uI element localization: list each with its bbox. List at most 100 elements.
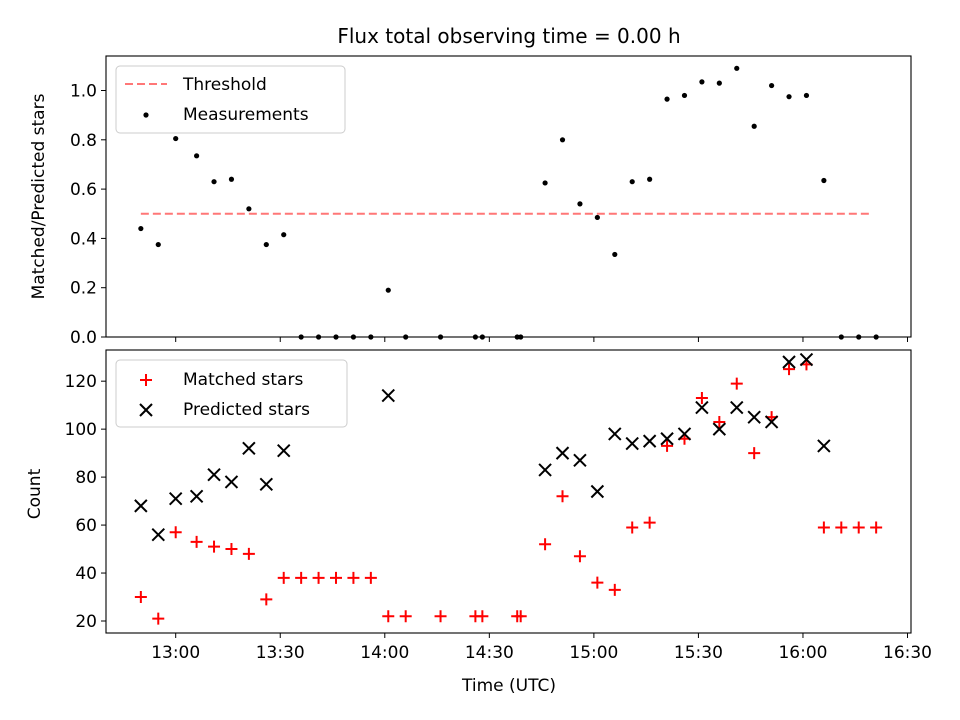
predicted-star-point: [259, 477, 274, 492]
measurement-point: [228, 176, 235, 182]
measurement-point: [594, 214, 600, 221]
bottom-axes-frame: [105, 349, 912, 634]
predicted-star-point: [134, 499, 148, 513]
top-axes-frame: [105, 55, 912, 338]
measurement-point: [647, 176, 653, 182]
matched-star-point: [556, 490, 569, 503]
measurement-point: [803, 92, 810, 99]
predicted-star-point: [730, 400, 744, 415]
bottom-y-ticks: 20 40 60 80 100 120: [65, 372, 106, 632]
bottom-x-ticks: 13:00 13:30 14:00 14:30 15:00 15:30 16:00 16:30: [151, 633, 932, 663]
matched-star-point: [539, 538, 552, 551]
predicted-star-point: [799, 352, 814, 367]
predicted-star-point: [782, 355, 796, 369]
y-tick-label: 0.4: [70, 229, 97, 249]
legend-measurements-swatch: [143, 112, 149, 118]
predicted-star-point: [538, 463, 552, 477]
predicted-star-point: [590, 484, 605, 499]
predicted-star-point: [277, 444, 291, 458]
predicted-star-point: [677, 427, 692, 441]
matched-star-point: [260, 593, 273, 606]
bottom-legend: Matched stars Predicted stars: [115, 359, 348, 428]
predicted-star-point: [660, 432, 674, 446]
chart-title: Flux total observing time = 0.00 h: [337, 24, 680, 48]
x-tick-label: 16:30: [883, 643, 932, 663]
predicted-star-point: [642, 434, 657, 448]
predicted-star-point: [625, 436, 639, 451]
measurement-point: [786, 94, 792, 100]
matched-star-point: [347, 571, 360, 584]
legend-matched-label: Matched stars: [183, 370, 303, 390]
matched-star-point: [626, 521, 639, 534]
matched-star-point: [817, 521, 830, 534]
predicted-star-point: [747, 410, 761, 424]
matched-star-point: [364, 571, 377, 584]
y-tick-label: 80: [75, 468, 97, 488]
predicted-star-point: [555, 446, 570, 460]
y-tick-label: 20: [75, 612, 97, 632]
predicted-star-point: [381, 388, 395, 403]
legend-matched-swatch: [140, 374, 152, 386]
matched-star-point: [852, 521, 865, 534]
legend-threshold-label: Threshold: [182, 75, 267, 95]
top-legend: Threshold Measurements: [115, 65, 346, 134]
y-tick-label: 60: [75, 516, 97, 536]
y-tick-label: 40: [75, 564, 97, 584]
predicted-star-point: [242, 441, 256, 456]
matched-star-point: [713, 415, 726, 428]
matched-star-point: [730, 377, 743, 390]
matched-star-point: [242, 547, 255, 560]
predicted-star-point: [817, 439, 831, 453]
matched-star-point: [591, 576, 604, 589]
measurement-point: [194, 153, 200, 159]
measurement-point: [138, 225, 144, 232]
predicted-star-point: [608, 427, 622, 441]
top-marks: [138, 65, 879, 340]
y-tick-label: 120: [65, 372, 97, 392]
x-axis-label: Time (UTC): [461, 676, 556, 696]
matched-star-point: [169, 526, 182, 539]
measurement-point: [751, 123, 757, 129]
matched-star-point: [695, 391, 708, 404]
y-tick-label: 1.0: [70, 82, 97, 102]
measurement-point: [173, 135, 179, 142]
legend-measurements-label: Measurements: [183, 105, 309, 125]
top-plot-area: 0.0 0.2 0.4 0.6 0.8 1.0: [70, 55, 912, 348]
measurement-point: [734, 65, 740, 71]
top-x-ticks: [175, 337, 909, 342]
predicted-star-point: [168, 491, 183, 506]
measurement-point: [577, 201, 583, 207]
matched-star-point: [382, 610, 395, 623]
y-tick-label: 0.0: [70, 328, 97, 348]
top-y-axis-label: Matched/Predicted stars: [29, 93, 49, 299]
x-tick-label: 16:00: [778, 643, 827, 663]
y-tick-label: 100: [65, 420, 97, 440]
predicted-star-point: [712, 422, 727, 436]
matched-star-point: [643, 516, 656, 529]
matched-star-point: [434, 610, 447, 623]
predicted-star-point: [573, 453, 587, 468]
matched-star-point: [208, 540, 221, 553]
matched-star-point: [190, 535, 203, 548]
bottom-plot-area: 20 40 60 80 100 120 13:00 13:30 14:00 14:30 15:00…: [65, 349, 932, 663]
matched-star-point: [573, 550, 586, 563]
legend-predicted-swatch: [139, 403, 153, 417]
x-tick-label: 14:00: [360, 643, 409, 663]
measurement-point: [664, 96, 670, 102]
matched-star-point: [330, 571, 342, 584]
legend-predicted-label: Predicted stars: [183, 400, 310, 420]
matched-star-point: [661, 439, 674, 452]
matched-star-point: [748, 447, 761, 460]
x-tick-label: 15:30: [674, 643, 723, 663]
measurement-point: [246, 206, 252, 212]
measurement-point: [699, 79, 705, 85]
matched-star-point: [476, 610, 489, 623]
measurement-point: [559, 137, 566, 143]
matched-star-point: [152, 612, 165, 625]
predicted-star-point: [207, 468, 221, 482]
bottom-y-axis-label: Count: [25, 468, 45, 519]
measurement-point: [281, 232, 287, 238]
matched-star-point: [870, 521, 883, 534]
matched-star-point: [295, 571, 308, 584]
matched-star-point: [608, 583, 621, 596]
